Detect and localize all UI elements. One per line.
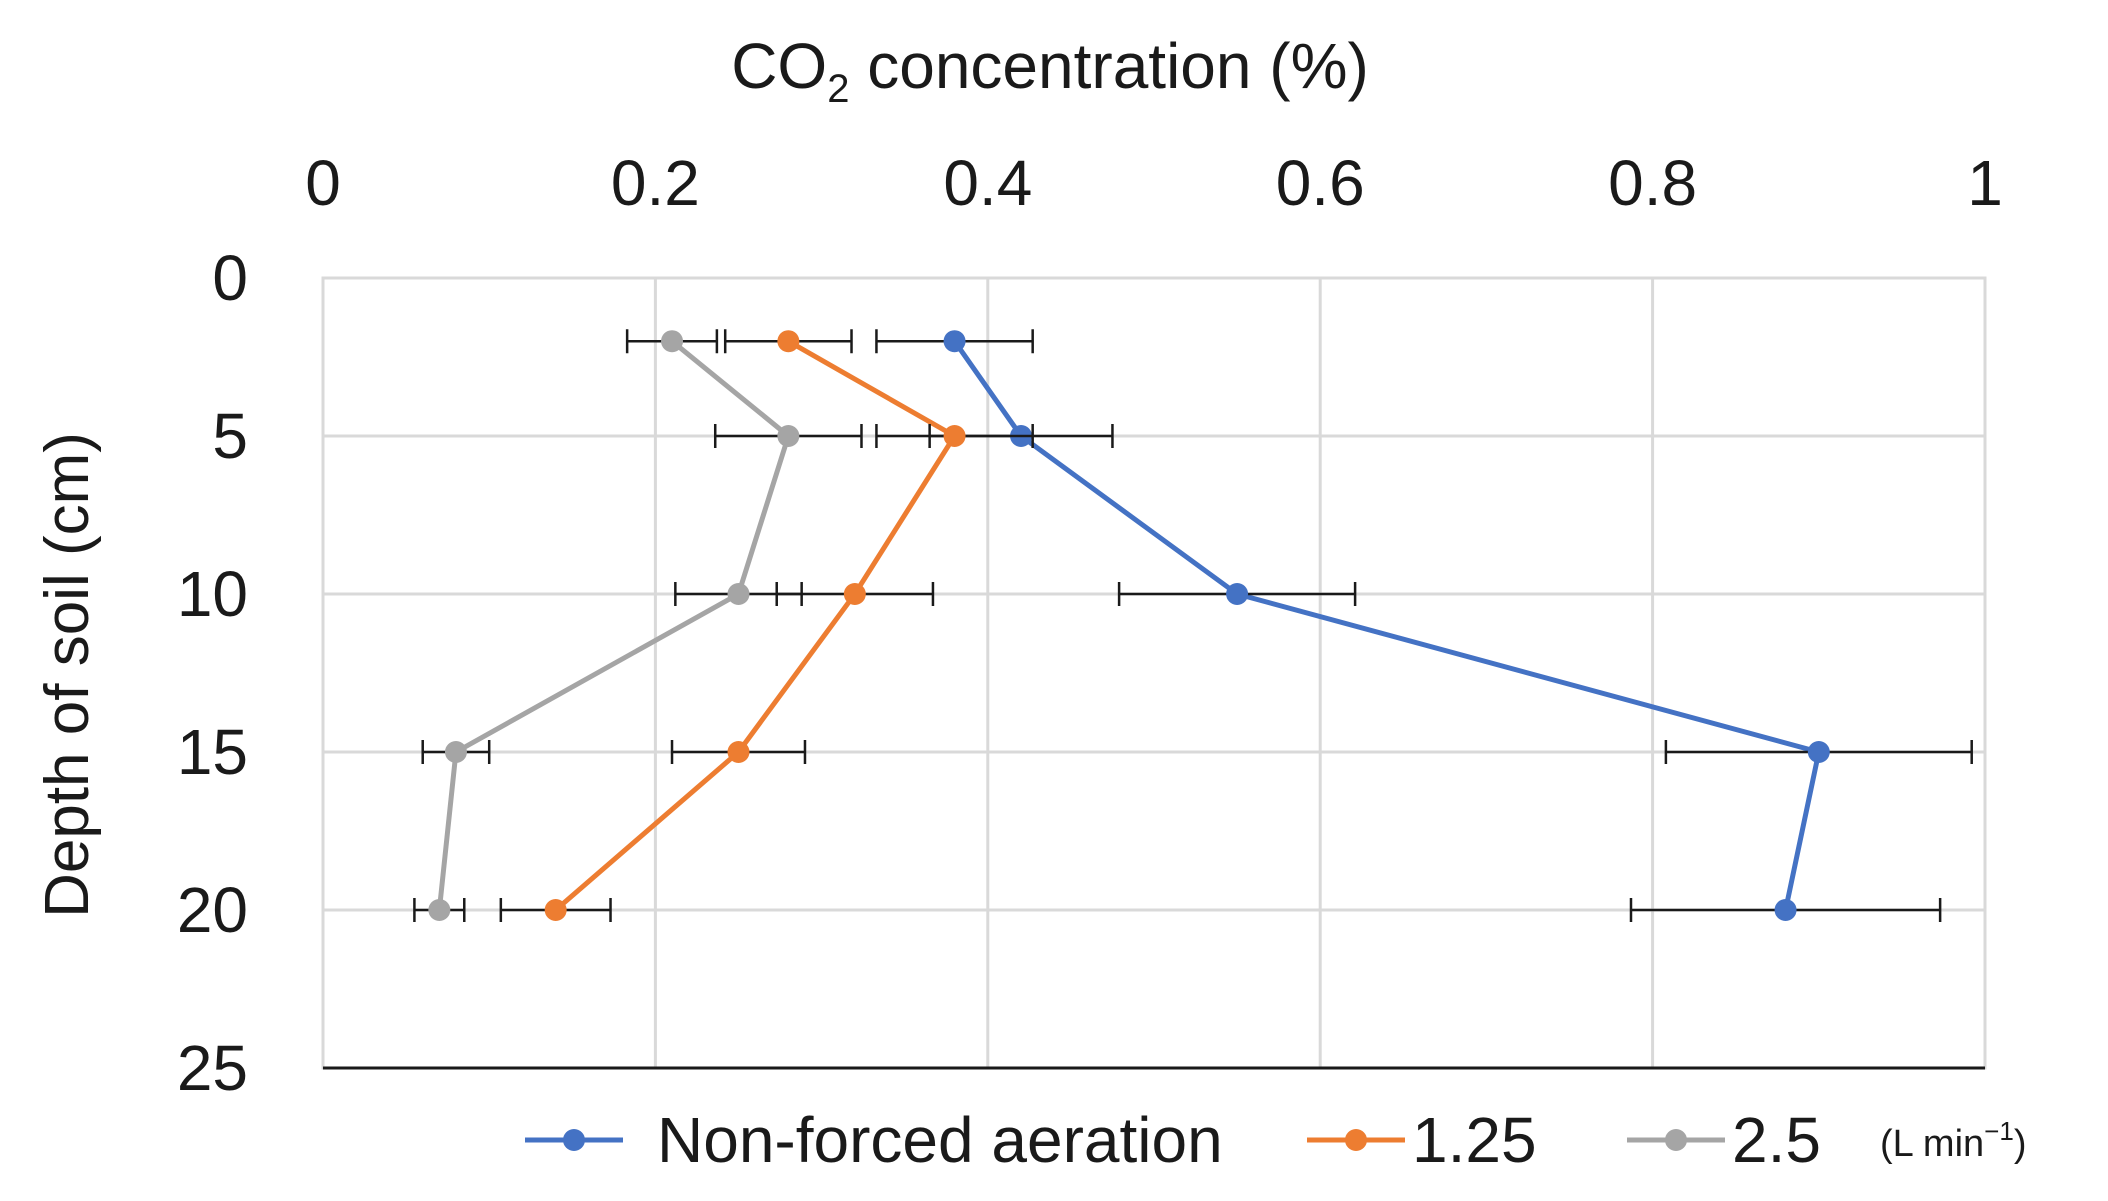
- legend: Non-forced aeration 1.25 2.5 (L min−1): [525, 1104, 2026, 1176]
- x-tick-label: 0.2: [611, 147, 700, 219]
- x-tick-label: 0: [305, 147, 341, 219]
- series-line-1-25: [554, 339, 959, 912]
- y-tick-label: 5: [212, 400, 248, 472]
- data-point-non-forced-aeration: [1226, 583, 1249, 605]
- y-axis-title: Depth of soil (cm): [33, 432, 102, 918]
- x-axis-title-main: CO: [731, 30, 827, 102]
- data-point-non-forced-aeration: [1774, 899, 1797, 921]
- y-tick-label: 0: [212, 242, 248, 314]
- x-axis-title-sub: 2: [827, 67, 849, 111]
- legend-marker-non-forced-aeration: [563, 1129, 585, 1151]
- data-point-1-25: [777, 330, 800, 353]
- series-line-2-5: [436, 339, 792, 911]
- y-tick-label: 15: [177, 716, 248, 788]
- x-axis-title-rest: concentration (%): [849, 30, 1368, 102]
- y-tick-label: 25: [177, 1032, 248, 1104]
- x-tick-label: 0.6: [1276, 147, 1365, 219]
- legend-label-1-25: 1.25: [1412, 1104, 1537, 1176]
- data-point-2-5: [428, 899, 451, 921]
- data-point-1-25: [943, 425, 966, 447]
- legend-label-2-5: 2.5: [1732, 1104, 1821, 1176]
- series-line-non-forced-aeration: [952, 339, 1822, 911]
- data-point-1-25: [727, 741, 750, 763]
- data-point-non-forced-aeration: [943, 330, 966, 353]
- legend-marker-1-25: [1345, 1129, 1367, 1151]
- y-tick-label: 10: [177, 558, 248, 630]
- y-tick-label: 20: [177, 874, 248, 946]
- x-axis-title: CO2 concentration (%): [731, 30, 1369, 111]
- x-tick-label: 1: [1967, 147, 2003, 219]
- legend-marker-2-5: [1665, 1129, 1687, 1151]
- data-point-1-25: [843, 583, 866, 605]
- data-point-2-5: [777, 425, 800, 447]
- plot-frame: [321, 276, 1987, 1070]
- legend-label-non-forced-aeration: Non-forced aeration: [657, 1104, 1223, 1176]
- data-point-2-5: [661, 330, 684, 353]
- data-point-1-25: [544, 899, 567, 921]
- data-point-2-5: [727, 583, 750, 605]
- x-tick-label: 0.8: [1608, 147, 1697, 219]
- data-point-non-forced-aeration: [1807, 741, 1830, 763]
- data-point-2-5: [444, 741, 467, 763]
- x-tick-label: 0.4: [943, 147, 1032, 219]
- legend-unit: (L min−1): [1880, 1116, 2026, 1165]
